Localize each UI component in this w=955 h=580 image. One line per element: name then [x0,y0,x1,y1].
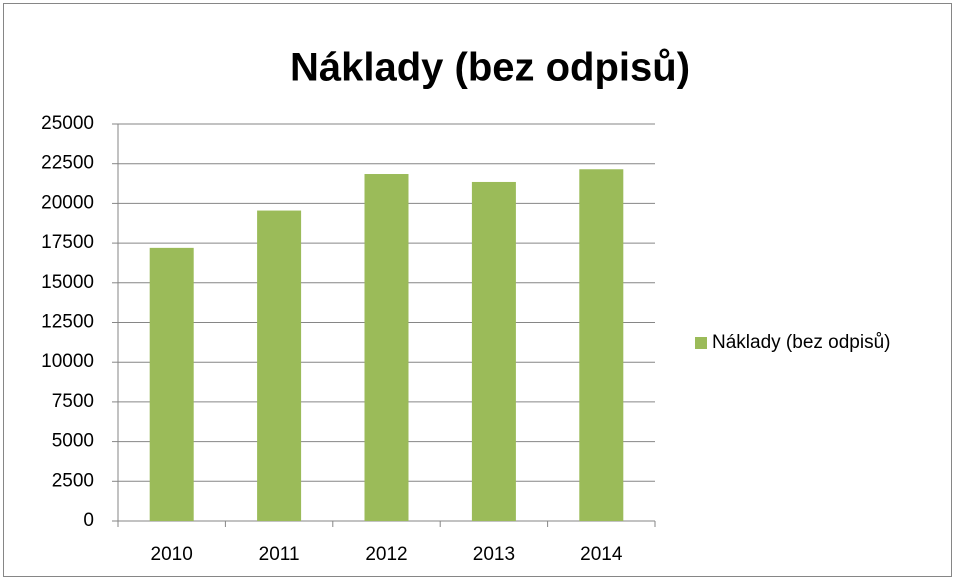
bar [471,181,516,521]
y-tick-label: 10000 [41,351,94,372]
y-tick-label: 0 [83,510,94,531]
legend-label: Náklady (bez odpisů) [712,332,890,353]
x-tick-label: 2012 [365,544,407,565]
chart-title: Náklady (bez odpisů) [290,46,690,90]
x-tick-label: 2010 [151,544,193,565]
y-tick-label: 20000 [41,192,94,213]
x-tick-label: 2011 [259,544,300,565]
y-tick-label: 5000 [52,431,94,452]
y-tick-label: 25000 [41,113,94,134]
x-tick-label: 2014 [580,544,623,565]
bar [149,247,194,521]
bar [364,174,409,521]
y-tick-label: 22500 [41,153,94,174]
bar [579,169,624,521]
legend-swatch [695,337,707,349]
y-tick-label: 2500 [52,470,94,491]
y-tick-label: 17500 [41,232,94,253]
x-tick-label: 2013 [473,544,515,565]
bar [257,210,302,521]
y-tick-label: 7500 [52,391,94,412]
y-tick-label: 12500 [41,312,94,333]
y-tick-label: 15000 [41,272,94,293]
